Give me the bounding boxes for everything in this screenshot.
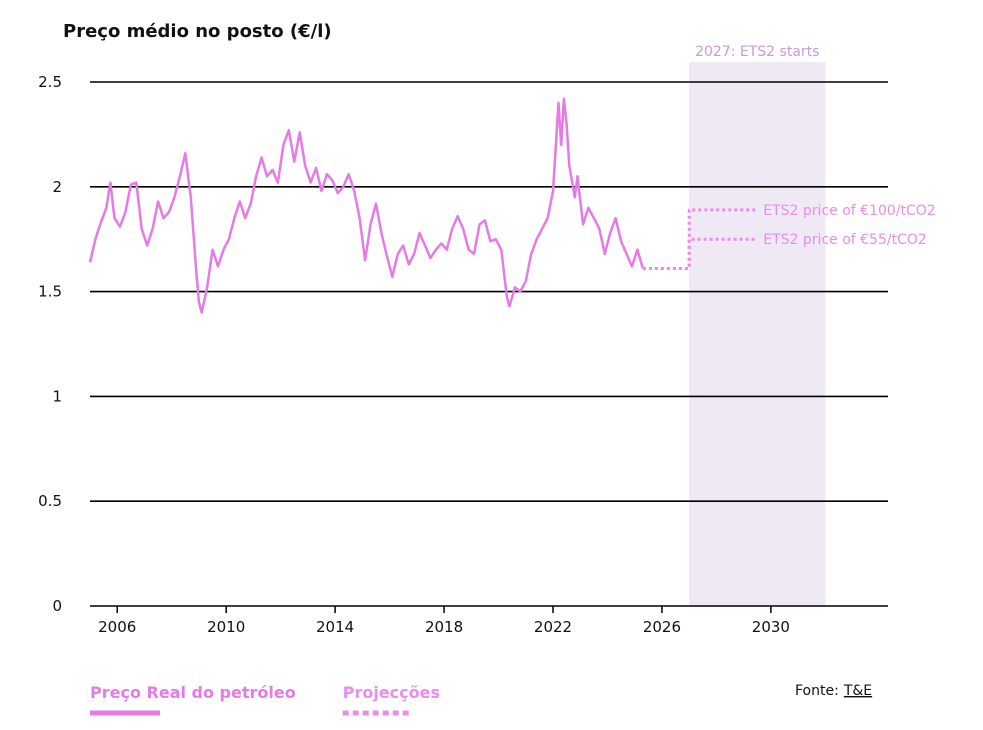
legend-label: Projecções [343,683,440,702]
x-tick-label: 2018 [425,618,463,636]
projection-label: ETS2 price of €100/tCO2 [763,203,935,219]
y-tick-label: 1.5 [38,283,62,301]
ets2-span [689,62,826,606]
y-tick-label: 2.5 [38,73,62,91]
y-tick-label: 2 [52,178,62,196]
source-name: T&E [843,683,872,699]
x-tick-label: 2022 [534,618,572,636]
x-tick-label: 2014 [316,618,354,636]
projection-line [642,208,758,270]
y-tick-label: 0.5 [38,492,62,510]
y-tick-label: 0 [52,597,62,615]
x-tick-label: 2026 [643,618,681,636]
projection-label: ETS2 price of €55/tCO2 [763,232,927,248]
legend-label: Preço Real do petróleo [90,683,296,702]
projection-line [642,237,758,270]
price-line [88,97,645,314]
x-tick-label: 2006 [98,618,136,636]
x-tick-label: 2030 [752,618,790,636]
x-tick-label: 2010 [207,618,245,636]
chart-title: Preço médio no posto (€/l) [63,21,332,42]
y-tick-label: 1 [52,387,62,405]
span-label: 2027: ETS2 starts [695,44,819,60]
source-prefix: Fonte: [795,683,839,699]
